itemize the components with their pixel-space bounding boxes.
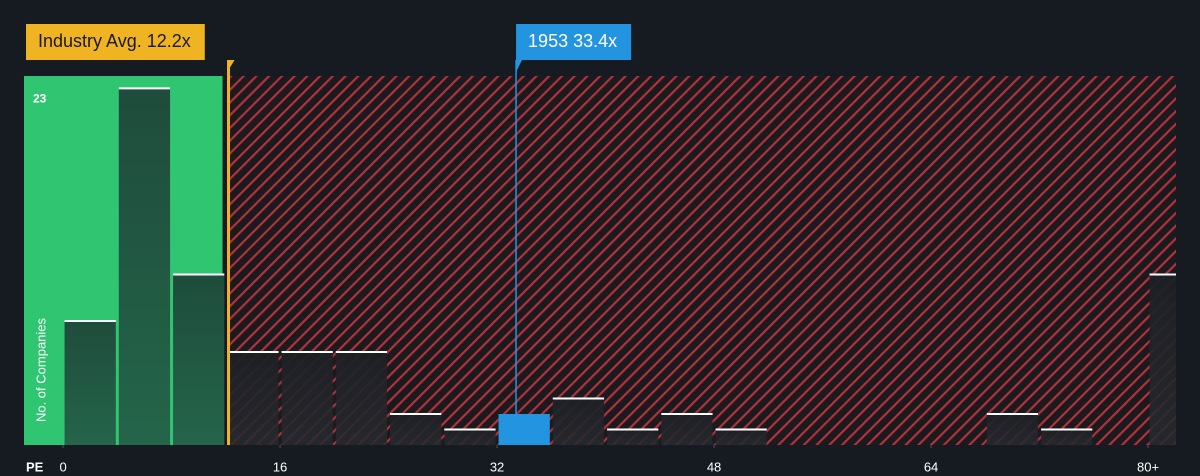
bar [444, 429, 496, 445]
bar [335, 351, 388, 445]
bar [390, 413, 442, 445]
x-tick-label: 16 [273, 459, 287, 474]
annotation-box [26, 24, 235, 70]
x-tick-label: 64 [924, 459, 938, 474]
bar [607, 429, 659, 445]
x-tick-label: 32 [490, 459, 504, 474]
y-tick-label: 23 [33, 92, 47, 106]
x-axis-label: PE [26, 459, 44, 474]
bar [227, 351, 279, 445]
bar [281, 351, 333, 445]
annotation-label: 1953 33.4x [528, 31, 617, 51]
annotation-box [516, 24, 632, 72]
x-tick-label: 48 [707, 459, 721, 474]
annotation-label: Industry Avg. 12.2x [38, 31, 191, 51]
x-tick-label: 80+ [1137, 459, 1159, 474]
bar [661, 413, 713, 445]
y-axis-label: No. of Companies [33, 317, 48, 422]
bar [64, 320, 116, 445]
bar [1149, 274, 1176, 445]
bar [552, 398, 605, 445]
highlight-bar [498, 413, 550, 445]
bar [1041, 429, 1093, 445]
x-tick-label: 0 [59, 459, 66, 474]
bar [986, 413, 1039, 445]
bar [715, 429, 767, 445]
bar [118, 88, 171, 446]
bar [173, 274, 225, 445]
